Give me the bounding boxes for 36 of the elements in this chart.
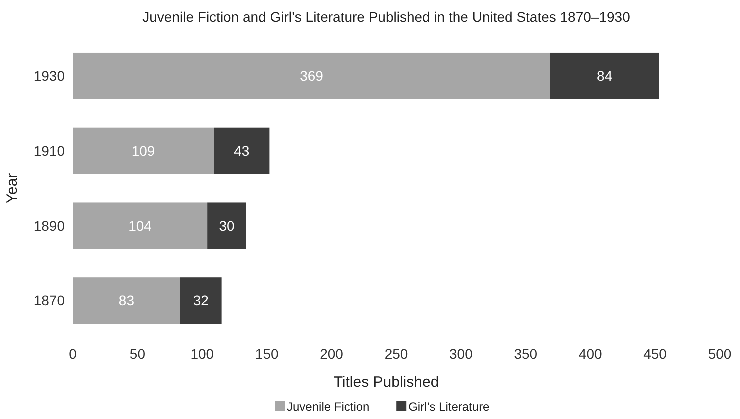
data-label: 30	[219, 218, 235, 234]
x-tick-label: 250	[384, 346, 408, 362]
x-axis-title: Titles Published	[334, 374, 440, 391]
x-tick-label: 300	[450, 346, 474, 362]
data-label: 84	[597, 68, 613, 84]
data-label: 109	[132, 142, 156, 159]
y-tick-label: 1890	[34, 218, 66, 234]
bar	[73, 202, 208, 250]
x-tick-label: 150	[255, 346, 279, 362]
x-tick-label: 400	[578, 346, 602, 362]
x-tick-label: 450	[644, 346, 668, 362]
x-tick-label: 500	[708, 346, 732, 362]
data-label: 43	[234, 142, 250, 159]
data-label: 104	[128, 218, 152, 234]
bar	[180, 278, 222, 324]
chart-title: Juvenile Fiction and Girl’s Literature Published in the United States 1870–1930	[142, 9, 631, 25]
bar	[73, 52, 550, 100]
x-tick-label: 50	[130, 346, 146, 362]
bar	[73, 278, 180, 324]
legend-label: Girl’s Literature	[408, 400, 490, 414]
bar	[208, 202, 246, 250]
bar	[73, 128, 214, 174]
legend-label: Juvenile Fiction	[287, 400, 370, 414]
data-label: 369	[300, 68, 324, 84]
bar	[214, 128, 270, 174]
x-tick-label: 0	[69, 346, 78, 362]
y-tick-label: 1910	[34, 142, 66, 159]
y-tick-label: 1930	[34, 68, 66, 84]
data-label: 32	[193, 292, 210, 309]
x-tick-label: 100	[190, 346, 214, 362]
x-tick-label: 350	[514, 346, 538, 362]
data-label: 83	[118, 292, 135, 309]
x-tick-label: 200	[320, 346, 344, 362]
y-tick-label: 1870	[34, 292, 66, 309]
y-axis-title: Year	[4, 173, 21, 204]
bar	[550, 52, 660, 100]
